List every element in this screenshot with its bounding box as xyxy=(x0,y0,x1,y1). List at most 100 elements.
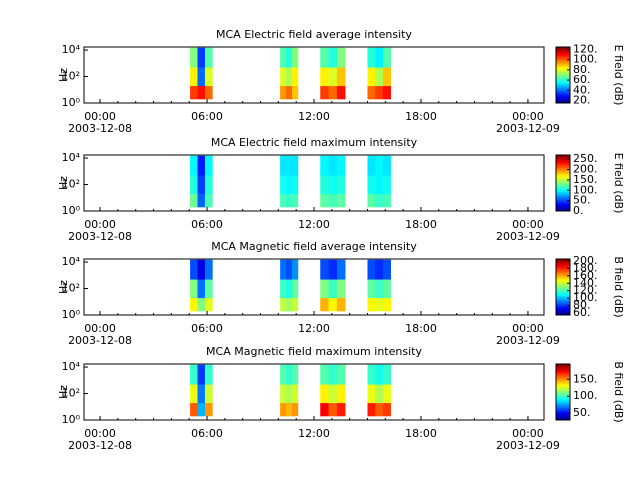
colorbar-step xyxy=(556,368,570,371)
colorbar-step xyxy=(556,406,570,408)
x-tick-label: 00:00 xyxy=(512,110,544,123)
colorbar-step xyxy=(556,291,570,294)
spectrogram-cell xyxy=(286,175,293,195)
spectrogram-cell xyxy=(382,155,391,176)
colorbar-step xyxy=(556,413,570,415)
colorbar-step xyxy=(556,62,570,65)
spectrogram-cell xyxy=(375,67,384,87)
spectrogram-cell xyxy=(367,297,376,312)
colorbar-frame xyxy=(555,46,571,104)
spectrogram-cell xyxy=(367,47,376,68)
spectrogram-cell xyxy=(190,193,198,208)
colorbar-step xyxy=(556,91,570,94)
colorbar-step xyxy=(556,159,570,162)
colorbar-step xyxy=(556,169,570,171)
x-tick-label: 18:00 xyxy=(405,427,437,440)
spectrogram-cell xyxy=(336,364,346,385)
colorbar-frame xyxy=(555,363,571,421)
colorbar-step xyxy=(556,177,570,180)
spectrogram-cell xyxy=(204,364,213,385)
colorbar-step xyxy=(556,167,570,170)
colorbar-step xyxy=(556,260,570,263)
spectrogram-cell xyxy=(190,85,198,100)
colorbar-step xyxy=(556,380,570,383)
colorbar-tick-label: 60. xyxy=(573,306,591,319)
colorbar-step xyxy=(556,308,570,310)
spectrogram-cell xyxy=(382,364,391,385)
y-tick-label: 10⁰ xyxy=(62,308,81,321)
panel-title: MCA Magnetic field average intensity xyxy=(211,240,417,253)
x-date-label: 2003-12-08 xyxy=(68,439,132,452)
spectrogram-cell xyxy=(382,67,391,87)
colorbar-step xyxy=(556,180,570,183)
spectrogram-cell xyxy=(328,175,338,195)
spectrogram-cell xyxy=(336,402,346,417)
spectrogram-cell xyxy=(280,155,287,176)
colorbar-step xyxy=(556,401,570,404)
spectrogram-cell xyxy=(336,47,346,68)
spectrogram-cell xyxy=(382,297,391,312)
colorbar-tick-label: 100. xyxy=(573,389,598,402)
colorbar-step xyxy=(556,296,570,299)
colorbar-step xyxy=(556,393,570,396)
colorbar-step xyxy=(556,77,570,80)
spectrogram-cell xyxy=(280,175,287,195)
colorbar-step xyxy=(556,403,570,406)
spectrogram-cell xyxy=(382,384,391,404)
y-tick-label: 10⁴ xyxy=(62,43,81,56)
x-tick-label: 12:00 xyxy=(298,218,330,231)
spectrogram-cell xyxy=(190,67,198,87)
spectrogram-cell xyxy=(292,193,299,208)
colorbar-tick-label: 0. xyxy=(573,204,584,217)
x-date-label: 2003-12-09 xyxy=(496,122,560,135)
spectrogram-cell xyxy=(197,279,206,299)
spectrogram-cell xyxy=(286,297,293,312)
spectrogram-cell xyxy=(328,47,338,68)
colorbar-step xyxy=(556,61,570,63)
spectrogram-cell xyxy=(382,279,391,299)
colorbar-step xyxy=(556,185,570,188)
colorbar-step xyxy=(556,270,570,273)
colorbar-step xyxy=(556,299,570,302)
colorbar-step xyxy=(556,187,570,190)
spectrogram-cell xyxy=(328,364,338,385)
colorbar-step xyxy=(556,181,570,184)
colorbar-step xyxy=(556,382,570,385)
x-tick-label: 06:00 xyxy=(191,427,223,440)
spectrogram-cell xyxy=(336,193,346,208)
colorbar-tick-label: 200. xyxy=(573,163,598,176)
colorbar-step xyxy=(556,408,570,411)
colorbar-step xyxy=(556,267,570,270)
colorbar-step xyxy=(556,49,570,52)
spectrogram-cell xyxy=(328,259,338,280)
spectrogram-cell xyxy=(375,47,384,68)
colorbar-step xyxy=(556,366,570,369)
spectrogram-cell xyxy=(280,47,287,68)
colorbar-step xyxy=(556,298,570,301)
y-tick-label: 10² xyxy=(62,70,80,83)
colorbar-step xyxy=(556,160,570,163)
spectrogram-cell xyxy=(280,297,287,312)
x-tick-label: 00:00 xyxy=(512,322,544,335)
colorbar-step xyxy=(556,392,570,394)
colorbar-step xyxy=(556,372,570,375)
colorbar-step xyxy=(556,273,570,275)
spectrogram-cell xyxy=(204,155,213,176)
colorbar-step xyxy=(556,166,570,169)
colorbar-step xyxy=(556,174,570,177)
spectrogram-cell xyxy=(286,85,293,100)
colorbar-step xyxy=(556,264,570,267)
spectrogram-cell xyxy=(280,402,287,417)
colorbar-step xyxy=(556,385,570,387)
spectrogram-cell xyxy=(190,155,198,176)
panel-title: MCA Electric field maximum intensity xyxy=(211,136,418,149)
colorbar-step xyxy=(556,414,570,417)
colorbar-step xyxy=(556,305,570,308)
y-axis-label: Hz xyxy=(57,68,70,82)
colorbar-step xyxy=(556,55,570,58)
colorbar-tick-label: 100. xyxy=(573,183,598,196)
y-tick-label: 10⁴ xyxy=(62,255,81,268)
x-date-label: 2003-12-09 xyxy=(496,334,560,347)
spectrogram-cell xyxy=(328,193,338,208)
colorbar-step xyxy=(556,369,570,372)
